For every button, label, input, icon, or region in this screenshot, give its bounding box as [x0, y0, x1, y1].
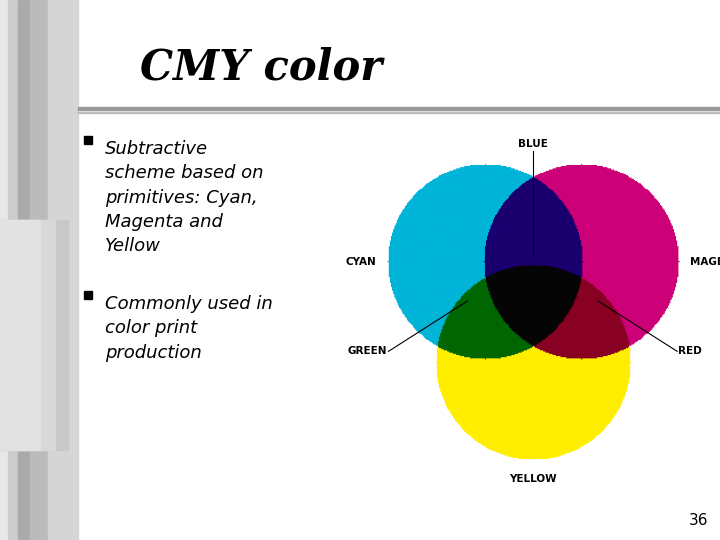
Text: 36: 36 — [688, 513, 708, 528]
Text: GREEN: GREEN — [348, 346, 387, 356]
Text: CMY color: CMY color — [140, 47, 382, 89]
Bar — [78, 107, 720, 110]
Bar — [18, 0, 30, 540]
Bar — [78, 111, 720, 113]
Bar — [0, 220, 68, 450]
Text: CYAN: CYAN — [345, 257, 376, 267]
Bar — [8, 0, 18, 540]
Bar — [0, 220, 55, 450]
Text: Subtractive
scheme based on
primitives: Cyan,
Magenta and
Yellow: Subtractive scheme based on primitives: … — [105, 140, 264, 255]
Bar — [0, 0, 8, 540]
Bar — [30, 0, 48, 540]
Text: Commonly used in
color print
production: Commonly used in color print production — [105, 295, 273, 362]
Text: RED: RED — [678, 346, 702, 356]
Text: MAGENTA: MAGENTA — [690, 257, 720, 267]
Bar — [0, 220, 40, 450]
Text: YELLOW: YELLOW — [509, 474, 557, 484]
Bar — [48, 0, 78, 540]
Text: BLUE: BLUE — [518, 139, 548, 148]
